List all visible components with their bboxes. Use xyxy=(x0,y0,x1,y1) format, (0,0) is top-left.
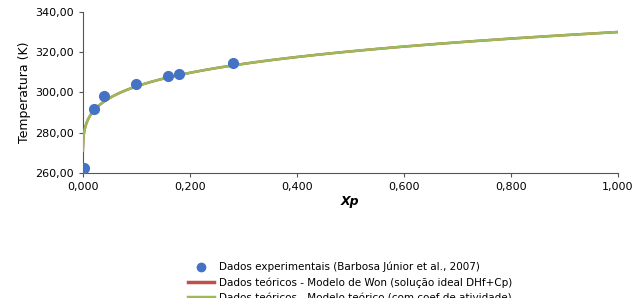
Legend: Dados experimentais (Barbosa Júnior et al., 2007), Dados teóricos - Modelo de Wo: Dados experimentais (Barbosa Júnior et a… xyxy=(188,262,513,298)
Point xyxy=(99,94,110,99)
Point xyxy=(174,72,184,76)
Point xyxy=(89,107,99,112)
Point xyxy=(163,74,173,78)
Point xyxy=(79,165,89,170)
X-axis label: Xp: Xp xyxy=(341,195,360,208)
Point xyxy=(131,82,141,86)
Point xyxy=(227,61,238,66)
Y-axis label: Temperatura (K): Temperatura (K) xyxy=(18,42,31,143)
